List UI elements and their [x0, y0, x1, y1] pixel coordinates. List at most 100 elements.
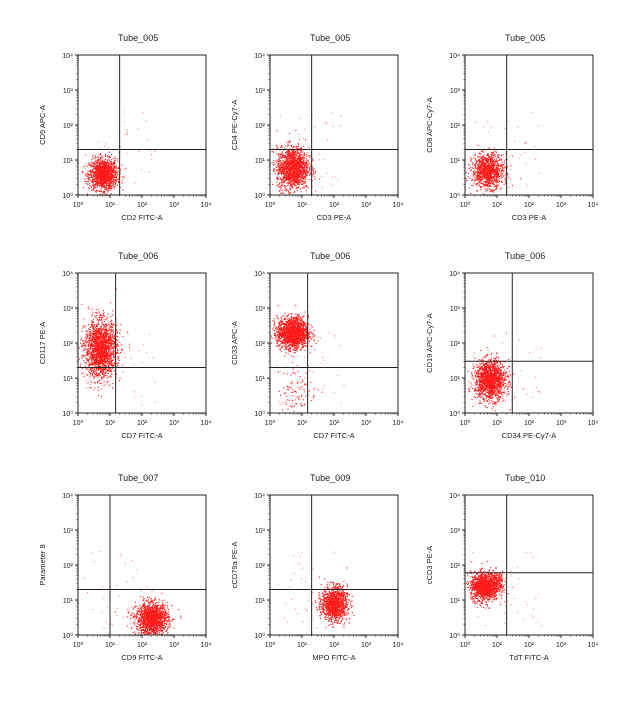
event-point [484, 169, 486, 171]
event-point [281, 181, 283, 183]
event-point [298, 157, 300, 159]
event-point [111, 168, 113, 170]
event-point [497, 163, 499, 165]
event-point [507, 120, 509, 122]
event-point [494, 174, 496, 176]
event-point [108, 157, 110, 159]
event-point [100, 359, 102, 361]
event-point [107, 183, 109, 185]
event-point [91, 186, 93, 188]
event-point [95, 159, 97, 161]
event-point [102, 165, 104, 167]
event-point [283, 161, 285, 163]
event-point [280, 161, 282, 163]
event-point [294, 146, 296, 148]
event-point [104, 161, 106, 163]
event-point [293, 153, 295, 155]
event-point [508, 186, 510, 188]
scatter-plot-3: Tube_00510⁰10⁰10¹10¹10²10²10³10³10⁴10⁴CD… [425, 33, 598, 222]
x-tick-label: 10¹ [297, 202, 308, 209]
event-point [295, 130, 297, 132]
event-point [505, 180, 507, 182]
event-point [482, 178, 484, 180]
event-point [293, 192, 295, 194]
event-point [94, 168, 96, 170]
event-point [303, 154, 305, 156]
event-point [286, 166, 288, 168]
event-point [490, 167, 492, 169]
event-point [307, 186, 309, 188]
event-point [282, 146, 284, 148]
event-point [99, 159, 101, 161]
event-point [289, 161, 291, 163]
event-point [84, 180, 86, 182]
event-point [483, 166, 485, 168]
event-point [106, 332, 108, 334]
event-point [288, 177, 290, 179]
event-point [280, 184, 282, 185]
event-point [306, 162, 308, 164]
event-point [290, 167, 292, 169]
event-point [485, 170, 487, 172]
event-point [109, 167, 111, 169]
event-point [97, 169, 99, 171]
event-point [484, 168, 486, 170]
event-point [298, 173, 300, 175]
event-point [112, 183, 114, 185]
event-point [491, 167, 493, 169]
event-point [281, 144, 283, 146]
event-point [101, 155, 103, 157]
event-point [113, 186, 115, 188]
event-point [279, 164, 281, 166]
event-point [286, 189, 288, 191]
event-point [282, 154, 284, 156]
event-point [285, 152, 287, 154]
event-point [107, 185, 109, 187]
event-point [302, 177, 304, 179]
event-point [294, 191, 296, 193]
event-point [298, 139, 300, 141]
event-point [486, 180, 488, 182]
event-point [498, 180, 500, 182]
event-point [112, 364, 114, 366]
event-point [111, 167, 113, 169]
event-point [296, 180, 298, 182]
event-point [326, 172, 328, 174]
event-point [507, 174, 509, 176]
event-point [289, 172, 291, 174]
event-point [113, 174, 115, 176]
event-point [97, 169, 99, 171]
event-point [112, 163, 114, 165]
event-point [479, 173, 481, 175]
event-point [497, 176, 499, 178]
event-point [110, 342, 112, 344]
event-point [284, 167, 286, 169]
event-point [113, 185, 115, 187]
event-point [496, 161, 498, 163]
event-point [309, 170, 311, 172]
event-point [305, 164, 307, 166]
event-point [87, 187, 89, 189]
event-point [481, 171, 483, 173]
event-point [499, 165, 501, 167]
event-point [340, 115, 342, 117]
event-point [97, 168, 99, 170]
event-point [303, 157, 305, 159]
event-point [290, 169, 292, 171]
event-point [103, 320, 105, 322]
event-point [87, 180, 89, 182]
x-tick-label: 10³ [169, 202, 180, 209]
event-point [110, 170, 112, 172]
event-point [495, 161, 497, 163]
event-point [481, 169, 483, 171]
event-point [297, 152, 299, 154]
event-point [290, 161, 292, 163]
event-point [482, 169, 484, 171]
event-point [296, 149, 298, 151]
event-point [106, 177, 108, 179]
event-point [477, 170, 479, 172]
event-point [499, 154, 501, 156]
event-point [111, 164, 113, 166]
event-point [289, 175, 291, 177]
event-point [284, 173, 286, 175]
